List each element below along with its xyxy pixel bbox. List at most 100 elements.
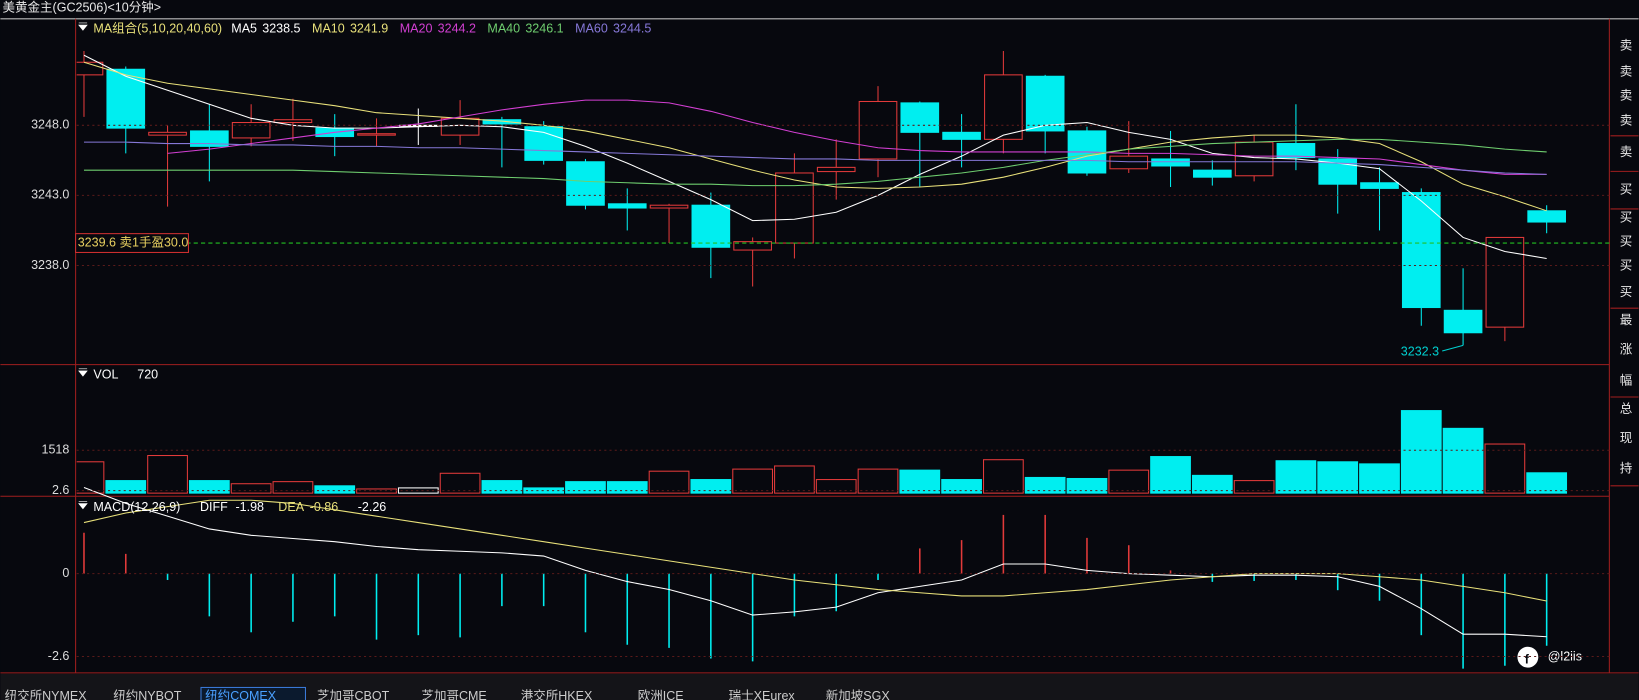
side-label: 持 bbox=[1620, 461, 1633, 475]
side-label: 卖 bbox=[1620, 114, 1633, 128]
volume-bar bbox=[147, 455, 188, 494]
volume-bar bbox=[481, 480, 523, 494]
candle-body bbox=[148, 131, 187, 136]
diff-legend: DIFF bbox=[200, 500, 228, 514]
diff-legend-value: -1.98 bbox=[235, 500, 264, 514]
legend-marker bbox=[78, 501, 88, 510]
price-line-box bbox=[75, 233, 189, 253]
legend-name: MA60 bbox=[575, 22, 608, 36]
candle-body bbox=[1485, 236, 1525, 328]
volume-bar bbox=[941, 479, 982, 494]
candle-body bbox=[900, 102, 940, 133]
watermark-icon bbox=[1517, 646, 1539, 668]
legend-name: MA10 bbox=[312, 22, 345, 36]
vol-tick-label: 1518 bbox=[42, 443, 70, 457]
macd-tick-label: 2.6 bbox=[52, 483, 69, 497]
y-tick-label: 3248.0 bbox=[31, 118, 69, 132]
y-tick-label: 3238.0 bbox=[31, 258, 69, 272]
candle-body bbox=[1193, 169, 1232, 178]
macd-legend: MACD(12,26,9) bbox=[93, 500, 180, 514]
volume-bar bbox=[1484, 443, 1526, 494]
volume-bar bbox=[648, 470, 690, 494]
volume-bar bbox=[899, 469, 941, 494]
dea-line bbox=[83, 499, 1547, 602]
macd-tick-label: -2.6 bbox=[48, 649, 70, 663]
candle-body bbox=[1234, 141, 1274, 177]
candle-body bbox=[1025, 75, 1065, 132]
tab[interactable]: 芝加哥CBOT bbox=[317, 688, 390, 700]
candle-body bbox=[190, 130, 229, 147]
candle-body bbox=[858, 100, 898, 160]
tab[interactable]: 芝加哥CME bbox=[421, 688, 486, 700]
candle-body bbox=[273, 119, 313, 124]
tab[interactable]: 纽交所NYMEX bbox=[5, 688, 88, 700]
volume-bar bbox=[1191, 474, 1233, 494]
tab[interactable]: 纽约COMEX bbox=[205, 689, 277, 700]
candle-body bbox=[733, 241, 772, 251]
diff-line bbox=[83, 486, 1547, 638]
side-label: 卖 bbox=[1620, 88, 1633, 102]
volume-bar bbox=[1108, 469, 1150, 494]
side-label: 幅 bbox=[1620, 374, 1633, 388]
ma-line bbox=[167, 99, 1547, 175]
candle-body bbox=[942, 131, 981, 140]
side-label: 涨 bbox=[1620, 342, 1633, 356]
candle-body bbox=[1360, 182, 1399, 189]
legend-value: 3241.9 bbox=[350, 22, 388, 36]
tab[interactable]: 新加坡SGX bbox=[826, 688, 891, 700]
volume-bar bbox=[983, 459, 1024, 494]
y-tick-label: 3243.0 bbox=[31, 188, 69, 202]
volume-bar bbox=[314, 485, 356, 494]
ma-line bbox=[83, 54, 1547, 259]
tab[interactable]: 港交所HKEX bbox=[521, 688, 593, 700]
candle-body bbox=[1401, 192, 1441, 309]
ma-line bbox=[83, 61, 1547, 212]
legend-name: MA5 bbox=[231, 22, 257, 36]
side-label: 买 bbox=[1620, 285, 1633, 299]
volume-bar bbox=[1275, 460, 1317, 494]
plot-area bbox=[76, 51, 1568, 669]
legend-value: 3238.5 bbox=[262, 22, 300, 36]
legend-name: MA20 bbox=[400, 22, 433, 36]
legend-marker bbox=[78, 22, 88, 31]
vol-legend: VOL bbox=[93, 367, 118, 381]
legend-value: 3244.2 bbox=[438, 22, 476, 36]
volume-bar bbox=[565, 481, 606, 494]
dea-legend: DEA bbox=[278, 500, 304, 514]
macd-tick-label: 0 bbox=[62, 566, 69, 580]
tab[interactable]: 欧洲ICE bbox=[638, 689, 684, 700]
candle-body bbox=[106, 68, 146, 129]
volume-bar bbox=[439, 472, 481, 494]
candle-body bbox=[984, 74, 1023, 140]
candle-body bbox=[775, 172, 814, 244]
side-label: 卖 bbox=[1620, 64, 1633, 78]
volume-bar bbox=[857, 468, 899, 494]
side-label: 总 bbox=[1620, 402, 1633, 416]
watermark-icon-letter: f bbox=[1525, 653, 1530, 667]
volume-bar bbox=[1317, 461, 1359, 494]
price-line-label: 3239.6 卖1手盈30.0 bbox=[78, 235, 189, 249]
dea-legend-value: -0.86 bbox=[310, 500, 339, 514]
candle-body bbox=[1527, 210, 1566, 223]
volume-bar bbox=[1150, 456, 1191, 494]
low-marker-line bbox=[1442, 344, 1464, 352]
legend-value: 3246.1 bbox=[525, 22, 563, 36]
tab[interactable]: 纽约NYBOT bbox=[113, 689, 182, 700]
watermark-text: @l2iis bbox=[1548, 649, 1582, 663]
volume-bar bbox=[732, 468, 774, 494]
volume-bar bbox=[1526, 472, 1568, 494]
side-label: 买 bbox=[1620, 211, 1633, 225]
volume-bar bbox=[1233, 480, 1275, 494]
ma-line bbox=[83, 138, 1547, 187]
volume-bar bbox=[230, 483, 272, 494]
volume-bar bbox=[272, 481, 314, 494]
volume-bar bbox=[1442, 427, 1484, 494]
volume-bar bbox=[774, 465, 815, 494]
candle-body bbox=[440, 117, 480, 136]
chart-header: 美黄金主(GC2506)<10分钟> bbox=[2, 0, 161, 15]
tab[interactable]: 瑞士XEurex bbox=[729, 689, 796, 700]
vol-legend-value: 720 bbox=[137, 367, 158, 381]
candle-body bbox=[1109, 155, 1149, 170]
